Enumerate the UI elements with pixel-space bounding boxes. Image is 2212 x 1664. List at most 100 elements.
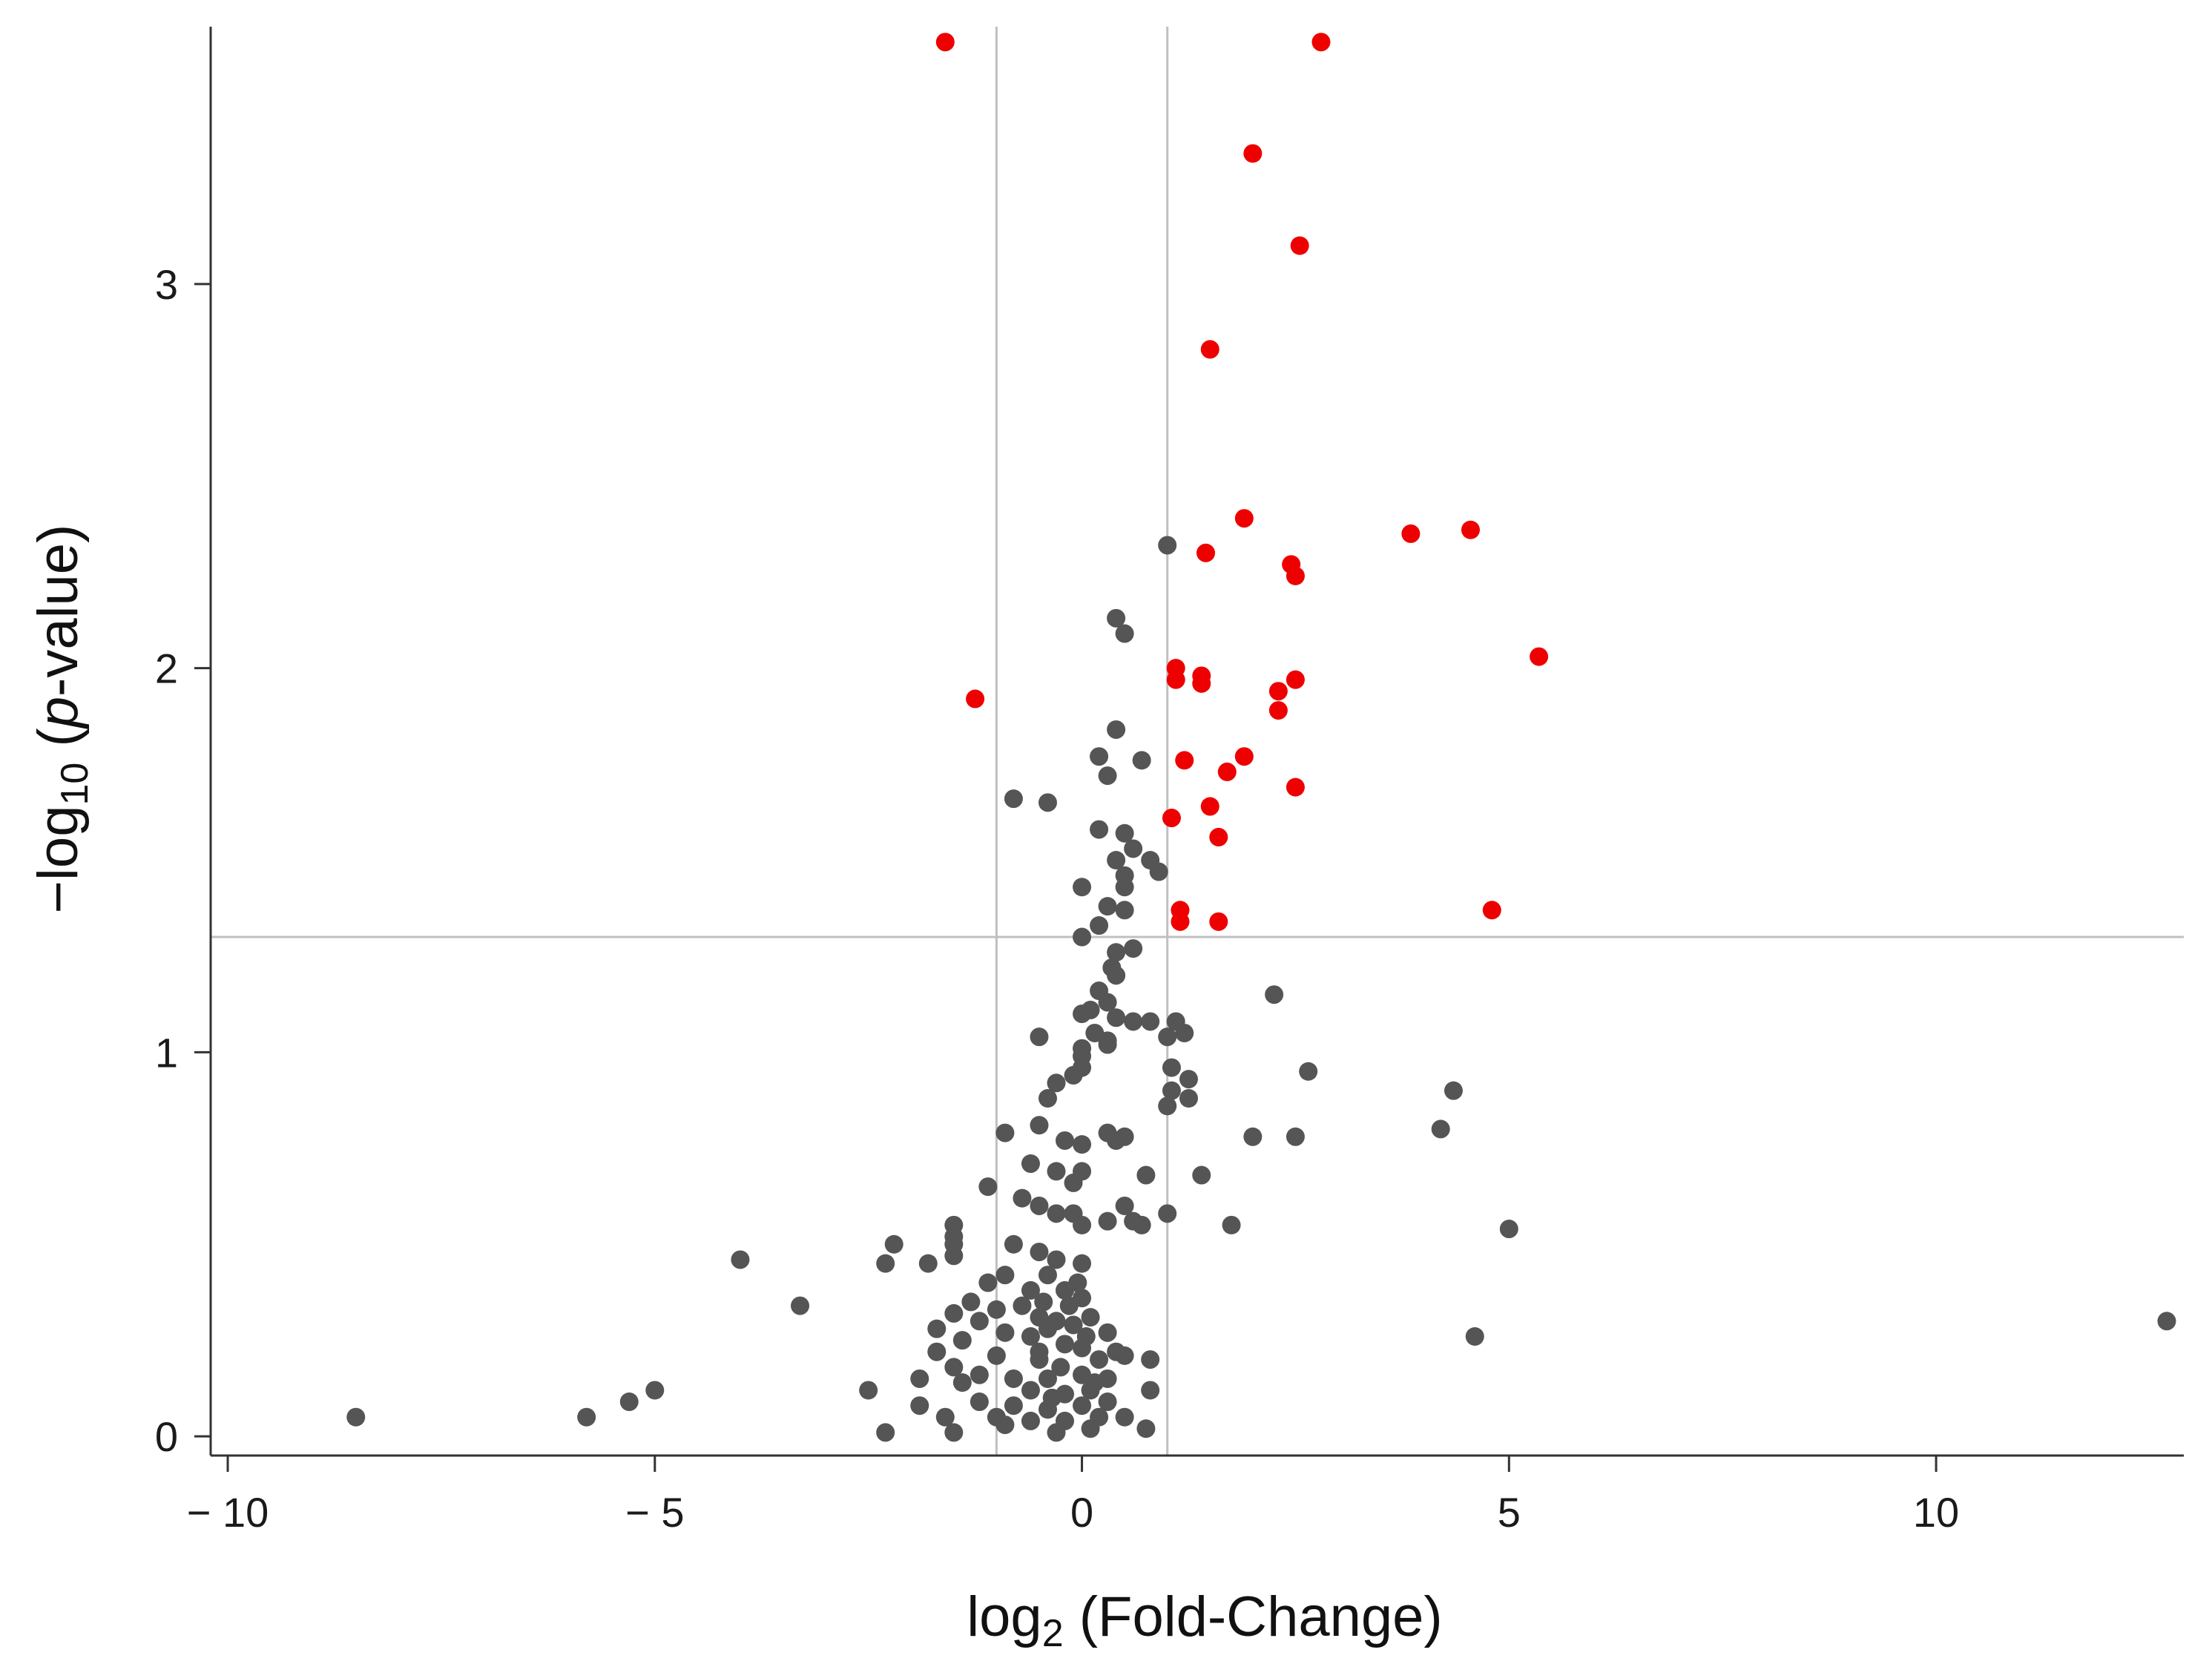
nonsignificant-point [1158, 1096, 1177, 1116]
nonsignificant-point [1222, 1215, 1241, 1234]
nonsignificant-point [1021, 1154, 1040, 1174]
nonsignificant-point [1107, 943, 1126, 962]
significant-point [1530, 647, 1549, 666]
nonsignificant-point [1175, 1023, 1194, 1042]
threshold-lines [211, 27, 2184, 1456]
significant-point [1311, 33, 1331, 52]
nonsignificant-point [1158, 1027, 1177, 1047]
nonsignificant-point [1013, 1296, 1032, 1315]
nonsignificant-point [1034, 1292, 1053, 1312]
tick-labels: − 10 − 5 0 5 10 0 1 2 3 [155, 261, 1959, 1536]
significant-point [1234, 747, 1254, 766]
nonsignificant-point [944, 1423, 964, 1442]
nonsignificant-point [1042, 1388, 1061, 1407]
nonsignificant-point [1047, 1073, 1066, 1093]
nonsignificant-point [918, 1254, 938, 1273]
significant-point [1268, 682, 1288, 701]
nonsignificant-point [952, 1331, 972, 1350]
nonsignificant-point [1132, 751, 1151, 770]
nonsignificant-point [1431, 1119, 1450, 1139]
nonsignificant-point [995, 1266, 1015, 1285]
nonsignificant-point [1141, 1350, 1160, 1369]
nonsignificant-point [944, 1227, 964, 1246]
nonsignificant-point [1107, 720, 1126, 739]
nonsignificant-point [1004, 1396, 1023, 1415]
nonsignificant-point [944, 1303, 964, 1323]
nonsignificant-point [346, 1407, 366, 1427]
x-tick-label: − 5 [625, 1489, 684, 1536]
nonsignificant-point [1158, 536, 1177, 555]
nonsignificant-point [1030, 1027, 1049, 1047]
nonsignificant-point [1038, 1319, 1057, 1338]
nonsignificant-point [952, 1373, 972, 1392]
nonsignificant-point [1073, 878, 1092, 897]
nonsignificant-point [1090, 916, 1109, 935]
nonsignificant-point [1286, 1127, 1305, 1146]
nonsignificant-point [1115, 901, 1134, 920]
nonsignificant-point [1047, 1162, 1066, 1181]
significant-point [1286, 566, 1305, 585]
nonsignificant-point [1073, 927, 1092, 947]
nonsignificant-point [1115, 1407, 1134, 1427]
nonsignificant-point [1073, 1215, 1092, 1234]
nonsignificant-point [1021, 1280, 1040, 1300]
nonsignificant-point [1124, 839, 1143, 858]
nonsignificant-point [1004, 1234, 1023, 1254]
y-axis-title: −log10 (p-value) [27, 524, 96, 914]
nonsignificant-point [1064, 1315, 1083, 1335]
nonsignificant-point [876, 1254, 895, 1273]
nonsignificant-point [1021, 1381, 1040, 1400]
nonsignificant-point [970, 1365, 989, 1384]
nonsignificant-point [1444, 1081, 1463, 1100]
nonsignificant-point [577, 1407, 596, 1427]
nonsignificant-point [645, 1381, 665, 1400]
nonsignificant-point [910, 1396, 929, 1415]
nonsignificant-point [2157, 1312, 2176, 1331]
nonsignificant-point [1115, 624, 1134, 643]
nonsignificant-point [1115, 1196, 1134, 1215]
nonsignificant-point [995, 1415, 1015, 1435]
nonsignificant-point [987, 1300, 1006, 1319]
nonsignificant-point [1004, 1369, 1023, 1388]
nonsignificant-point [876, 1423, 895, 1442]
nonsignificant-point [1021, 1327, 1040, 1346]
significant-point [1290, 236, 1309, 255]
nonsignificant-point [1030, 1196, 1049, 1215]
nonsignificant-point [961, 1292, 981, 1312]
nonsignificant-point [1141, 1381, 1160, 1400]
nonsignificant-point [1098, 1392, 1117, 1412]
nonsignificant-point [1179, 1070, 1198, 1089]
nonsignificant-point [1162, 1058, 1181, 1077]
significant-point [1401, 524, 1421, 543]
nonsignificant-point [910, 1369, 929, 1388]
nonsignificant-point [1090, 747, 1109, 766]
nonsignificant-point [1136, 1419, 1156, 1438]
nonsignificant-point [1098, 766, 1117, 786]
nonsignificant-point [978, 1273, 998, 1292]
significant-point [1461, 520, 1480, 539]
nonsignificant-point [970, 1312, 989, 1331]
nonsignificant-point [1098, 1035, 1117, 1054]
axes [194, 27, 2184, 1472]
nonsignificant-point [1085, 1373, 1105, 1392]
nonsignificant-point [1158, 1204, 1177, 1223]
nonsignificant-point [1124, 1211, 1143, 1231]
nonsignificant-point [884, 1234, 903, 1254]
nonsignificant-point [1149, 862, 1168, 881]
nonsignificant-point [1051, 1358, 1070, 1377]
nonsignificant-point [944, 1358, 964, 1377]
nonsignificant-point [1073, 1135, 1092, 1154]
nonsignificant-point [978, 1177, 998, 1197]
x-axis-title: log2 (Fold-Change) [967, 1585, 1442, 1655]
nonsignificant-point [1021, 1411, 1040, 1430]
nonsignificant-point [1098, 1211, 1117, 1231]
nonsignificant-point [1076, 1327, 1096, 1346]
nonsignificant-point [1073, 1058, 1092, 1077]
significant-point [1171, 912, 1190, 931]
data-points [346, 33, 2176, 1442]
significant-point [1209, 827, 1228, 846]
nonsignificant-point [1107, 1008, 1126, 1027]
nonsignificant-point [935, 1407, 955, 1427]
nonsignificant-point [1243, 1127, 1263, 1146]
nonsignificant-point [944, 1246, 964, 1266]
